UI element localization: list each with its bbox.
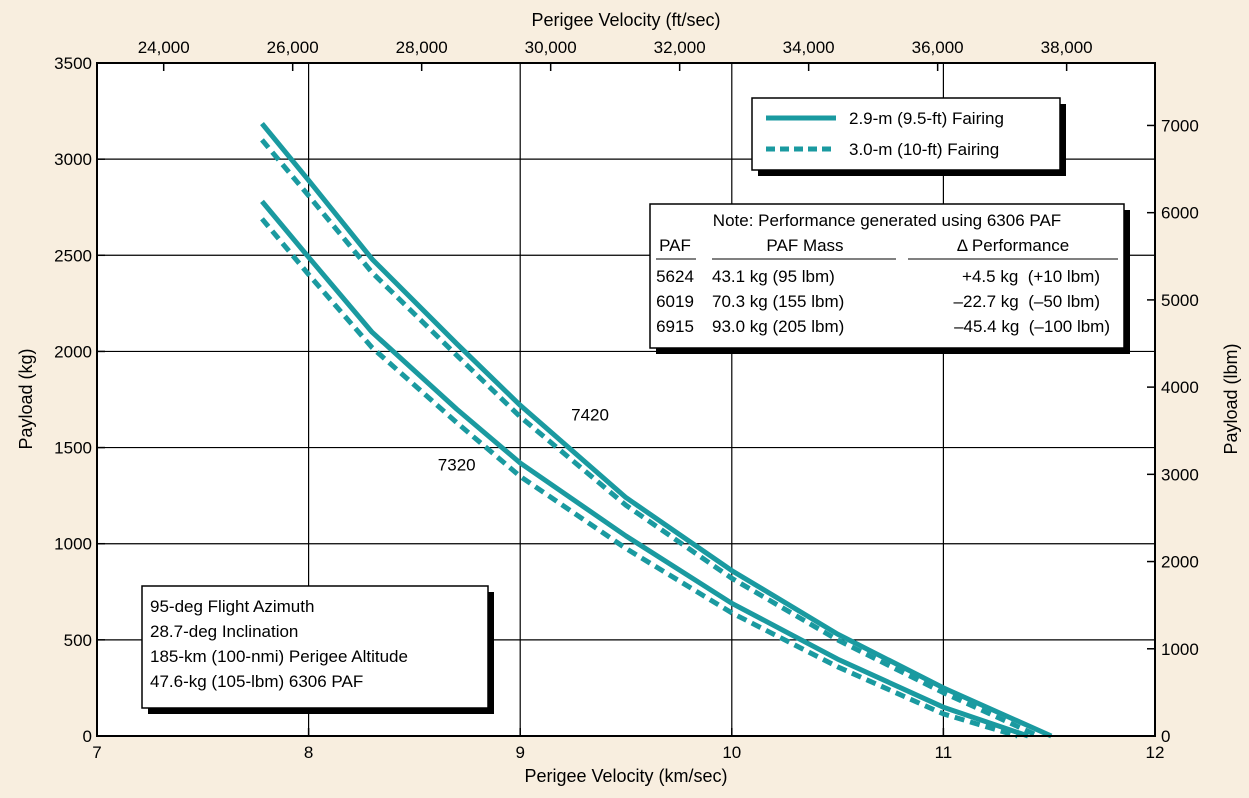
x2-tick-label: 34,000 xyxy=(783,38,835,57)
series-line-7320-solid xyxy=(260,199,1029,739)
series-line-7420-solid xyxy=(260,122,1053,739)
x2-tick-label: 38,000 xyxy=(1041,38,1093,57)
y-tick-label: 3000 xyxy=(54,150,92,169)
x-tick-label: 12 xyxy=(1146,743,1165,762)
paf-cell: 6019 xyxy=(656,292,694,311)
legend-label: 3.0-m (10-ft) Fairing xyxy=(849,140,999,159)
condition-line: 28.7-deg Inclination xyxy=(150,622,298,641)
y-tick-label: 0 xyxy=(83,727,92,746)
x2-tick-label: 30,000 xyxy=(525,38,577,57)
conditions-box: 95-deg Flight Azimuth 28.7-deg Inclinati… xyxy=(141,585,494,714)
paf-cell: –22.7 kg (–50 lbm) xyxy=(954,292,1100,311)
legend: 2.9-m (9.5-ft) Fairing 3.0-m (10-ft) Fai… xyxy=(751,97,1066,176)
curve-labels: 7420 7320 xyxy=(438,406,609,475)
y2-tick-label: 0 xyxy=(1161,727,1170,746)
x-tick-label: 10 xyxy=(722,743,741,762)
curve-label-7320: 7320 xyxy=(438,456,476,475)
y2-tick-label: 5000 xyxy=(1161,291,1199,310)
x2-axis-title: Perigee Velocity (ft/sec) xyxy=(531,10,720,30)
x-tick-label: 11 xyxy=(935,743,953,762)
condition-line: 185-km (100-nmi) Perigee Altitude xyxy=(150,647,408,666)
y-tick-label: 2000 xyxy=(54,342,92,361)
y-tick-label: 500 xyxy=(64,631,92,650)
x-tick-label: 9 xyxy=(515,743,524,762)
condition-line: 47.6-kg (105-lbm) 6306 PAF xyxy=(150,672,363,691)
x2-tick-label: 26,000 xyxy=(267,38,319,57)
paf-cell: 93.0 kg (205 lbm) xyxy=(712,317,844,336)
x2-tick-label: 24,000 xyxy=(138,38,190,57)
paf-table-title: Note: Performance generated using 6306 P… xyxy=(713,211,1061,230)
axis-ticks: 7 8 9 10 11 12050010001500200025003000350024,… xyxy=(54,38,1199,762)
y2-tick-label: 1000 xyxy=(1161,640,1199,659)
y2-tick-label: 7000 xyxy=(1161,116,1199,135)
paf-cell: –45.4 kg (–100 lbm) xyxy=(954,317,1110,336)
series-line-7420-dashed xyxy=(260,138,1040,739)
paf-header: PAF xyxy=(659,236,691,255)
y-tick-label: 1000 xyxy=(54,535,92,554)
y2-tick-label: 6000 xyxy=(1161,204,1199,223)
paf-table: Note: Performance generated using 6306 P… xyxy=(649,203,1130,354)
y-tick-label: 2500 xyxy=(54,246,92,265)
paf-cell: 70.3 kg (155 lbm) xyxy=(712,292,844,311)
x-tick-label: 7 xyxy=(92,743,101,762)
paf-cell: 43.1 kg (95 lbm) xyxy=(712,267,835,286)
series-line-7320-dashed xyxy=(260,217,1019,739)
y-axis-title: Payload (kg) xyxy=(16,348,36,449)
condition-line: 95-deg Flight Azimuth xyxy=(150,597,314,616)
paf-header: Δ Performance xyxy=(957,236,1069,255)
y2-axis-title: Payload (lbm) xyxy=(1221,343,1241,454)
paf-cell: +4.5 kg (+10 lbm) xyxy=(962,267,1100,286)
paf-cell: 6915 xyxy=(656,317,694,336)
y-tick-label: 3500 xyxy=(54,54,92,73)
x-tick-label: 8 xyxy=(304,743,313,762)
conditions-frame xyxy=(141,585,489,709)
x2-tick-label: 28,000 xyxy=(396,38,448,57)
legend-label: 2.9-m (9.5-ft) Fairing xyxy=(849,109,1004,128)
y2-tick-label: 2000 xyxy=(1161,553,1199,572)
x2-tick-label: 32,000 xyxy=(654,38,706,57)
y-tick-label: 1500 xyxy=(54,439,92,458)
paf-cell: 5624 xyxy=(656,267,694,286)
x-axis-title: Perigee Velocity (km/sec) xyxy=(524,766,727,786)
x2-tick-label: 36,000 xyxy=(912,38,964,57)
paf-table-box xyxy=(649,203,1125,349)
legend-box xyxy=(751,97,1061,171)
plot-frame xyxy=(96,62,1156,737)
y2-tick-label: 4000 xyxy=(1161,378,1199,397)
curve-label-7420: 7420 xyxy=(571,406,609,425)
paf-header: PAF Mass xyxy=(766,236,843,255)
y2-tick-label: 3000 xyxy=(1161,465,1199,484)
series-lines xyxy=(260,122,1053,739)
